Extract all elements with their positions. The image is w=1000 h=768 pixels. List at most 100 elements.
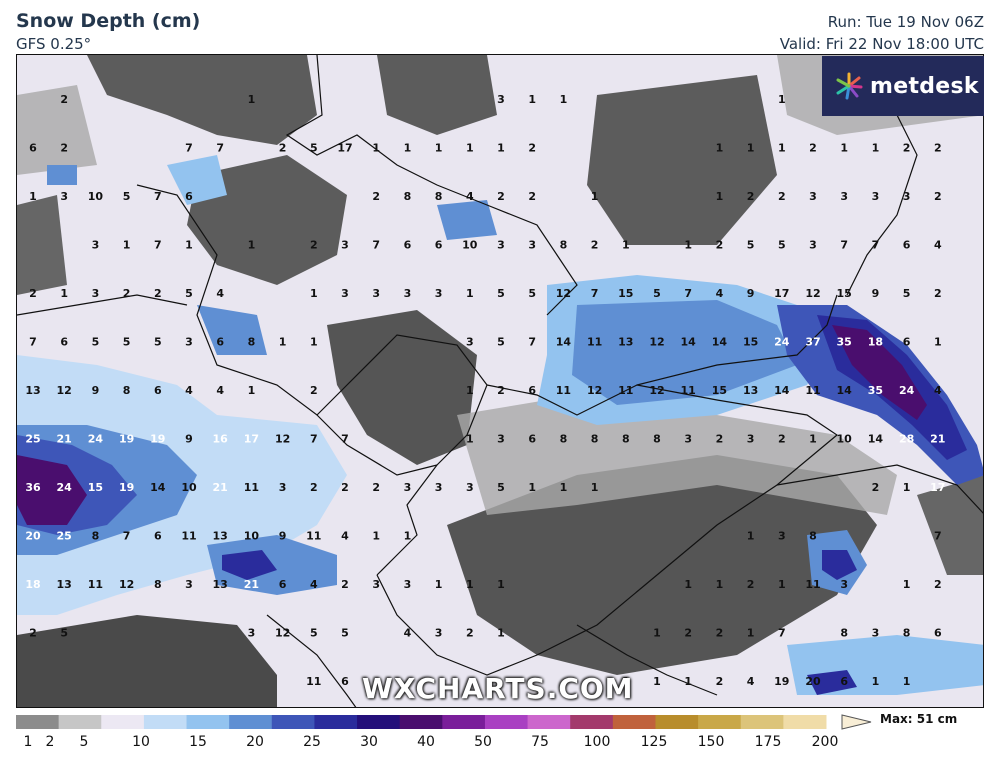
logo-text: metdesk: [870, 73, 979, 99]
grid-value: 11: [805, 384, 820, 397]
grid-value: 12: [649, 336, 664, 349]
color-swatch: [101, 715, 145, 729]
color-swatch: [186, 715, 230, 729]
scale-tick-label: 1: [23, 734, 33, 750]
grid-value: 3: [466, 336, 474, 349]
grid-value: 7: [872, 239, 880, 252]
grid-value: 14: [556, 336, 572, 349]
grid-value: 2: [747, 190, 755, 203]
grid-value: 8: [248, 336, 256, 349]
grid-value: 16: [213, 433, 229, 446]
color-swatch: [58, 715, 102, 729]
grid-value: 6: [154, 530, 162, 543]
grid-value: 3: [528, 239, 536, 252]
grid-value: 19: [119, 481, 134, 494]
grid-value: 12: [649, 384, 664, 397]
grid-value: 2: [591, 239, 599, 252]
scale-tick-label: 40: [417, 734, 435, 750]
grid-value: 3: [404, 287, 412, 300]
grid-value: 7: [185, 142, 193, 155]
grid-value: 8: [123, 384, 131, 397]
grid-value: 8: [560, 239, 568, 252]
grid-value: 14: [712, 336, 728, 349]
grid-value: 13: [213, 578, 228, 591]
grid-value: 6: [185, 190, 193, 203]
grid-value: 1: [903, 481, 911, 494]
grid-value: 1: [435, 578, 443, 591]
border-layer: [17, 55, 983, 707]
grid-value: 5: [123, 336, 131, 349]
grid-value: 1: [809, 433, 817, 446]
grid-value: 3: [341, 287, 349, 300]
grid-value: 12: [275, 433, 290, 446]
color-scale-ticks: 1 2 5 10 15 20 25 30 40 50 75 100 125 150 175 200: [0, 734, 1000, 754]
grid-value: 15: [618, 287, 633, 300]
grid-value: 14: [150, 481, 166, 494]
grid-value: 1: [684, 239, 692, 252]
grid-value: 1: [435, 142, 443, 155]
grid-value: 19: [119, 433, 134, 446]
grid-value: 1: [591, 481, 599, 494]
burst-icon: [836, 72, 863, 100]
grid-value: 14: [837, 384, 853, 397]
grid-value: 3: [92, 287, 100, 300]
grid-value: 1: [404, 530, 412, 543]
grid-value: 3: [341, 239, 349, 252]
grid-value: 1: [716, 190, 724, 203]
grid-value: 1: [747, 530, 755, 543]
color-swatch: [357, 715, 401, 729]
grid-value: 9: [872, 287, 880, 300]
grid-value: 1: [248, 93, 256, 106]
color-swatch: [698, 715, 742, 729]
grid-value: 2: [934, 190, 942, 203]
grid-values: 2 1 3 1 1 16 2 7 7 2 5 17 1 1 1 1 1 2 1 1 1 2 1 1 2 21 3 10 5 7 6 2 8 8 4 2…: [25, 93, 945, 688]
grid-value: 1: [372, 530, 380, 543]
grid-value: 18: [868, 336, 883, 349]
grid-value: 12: [57, 384, 72, 397]
max-label: Max: 51 cm: [880, 712, 958, 726]
grid-value: 3: [185, 336, 193, 349]
grid-value: 11: [244, 481, 259, 494]
grid-value: 11: [681, 384, 696, 397]
grid-value: 4: [216, 287, 224, 300]
grid-value: 1: [622, 675, 630, 688]
grid-value: 1: [747, 142, 755, 155]
grid-value: 1: [310, 287, 318, 300]
grid-value: 7: [840, 239, 848, 252]
grid-value: 17: [774, 287, 789, 300]
grid-value: 1: [60, 287, 68, 300]
grid-value: 7: [341, 433, 349, 446]
color-scale-swatches: [16, 715, 827, 729]
grid-value: 9: [747, 287, 755, 300]
snow-depth-map[interactable]: 2 1 3 1 1 1 6 2 7 7 2 5 17 1 1 1 1 1 2 1 1 1 2 1 1 2 2 1 3 10 5 7 6 2 8 8 4 2…: [16, 54, 984, 708]
grid-value: 5: [185, 287, 193, 300]
grid-value: 10: [88, 190, 104, 203]
grid-value: 3: [497, 239, 505, 252]
grid-value: 1: [466, 578, 474, 591]
grid-value: 1: [310, 336, 318, 349]
grid-value: 2: [60, 93, 68, 106]
grid-value: 1: [903, 578, 911, 591]
grid-value: 2: [29, 627, 37, 640]
scale-tick-label: 175: [754, 734, 782, 750]
grid-value: 1: [903, 675, 911, 688]
grid-value: 28: [899, 433, 914, 446]
grid-value: 8: [809, 530, 817, 543]
run-label: Run: Tue 19 Nov 06Z: [827, 13, 984, 31]
grid-value: 5: [123, 190, 131, 203]
scale-arrow: [841, 714, 872, 730]
grid-value: 17: [930, 481, 945, 494]
grid-value: 8: [591, 433, 599, 446]
grid-value: 17: [244, 433, 259, 446]
grid-value: 1: [684, 675, 692, 688]
grid-value: 10: [462, 239, 478, 252]
grid-value: 1: [716, 142, 724, 155]
grid-value: 7: [778, 627, 786, 640]
grid-value: 1: [872, 142, 880, 155]
grid-value: 7: [934, 530, 942, 543]
grid-value: 3: [747, 433, 755, 446]
grid-value: 3: [840, 190, 848, 203]
grid-value: 36: [25, 481, 41, 494]
grid-value: 2: [934, 578, 942, 591]
grid-value: 3: [435, 481, 443, 494]
